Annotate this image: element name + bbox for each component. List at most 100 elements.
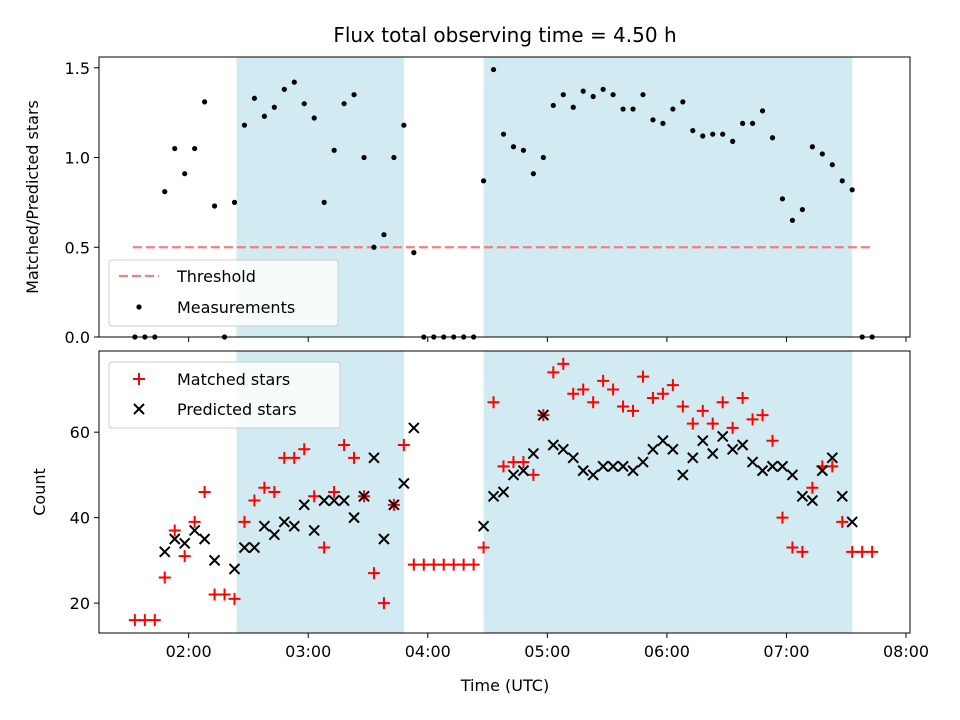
matched-star-point-4 (168, 524, 181, 537)
x-tick-label-0: 02:00 (166, 642, 212, 661)
matched-star-point-6 (188, 515, 201, 528)
ratio-panel: 0.0 0.5 1.0 1.5 Matched/Predicted stars Thr… (23, 56, 911, 347)
matched-star-point-44 (567, 387, 580, 400)
predicted-star-point-8 (248, 541, 261, 554)
measurement-point-14 (271, 104, 277, 110)
predicted-star-point-61 (836, 490, 848, 502)
predicted-star-point-13 (298, 499, 310, 511)
measurement-point-28 (411, 250, 417, 256)
matched-star-point-45 (577, 383, 590, 396)
measurement-point-45 (580, 88, 586, 94)
measurement-point-11 (241, 122, 248, 128)
matched-star-point-70 (826, 460, 839, 473)
predicted-star-point-14 (308, 524, 320, 537)
matched-star-point-49 (617, 400, 630, 413)
predicted-star-point-23 (398, 477, 410, 490)
matched-star-point-21 (338, 439, 351, 451)
predicted-star-point-11 (278, 516, 291, 528)
predicted-star-point-62 (846, 516, 858, 528)
matched-star-point-39 (517, 456, 530, 469)
matched-star-point-10 (228, 592, 241, 605)
measurement-point-54 (670, 106, 676, 112)
predicted-star-point-47 (697, 435, 709, 447)
measurement-point-42 (550, 102, 556, 109)
count-y-tick-label-0: 20 (70, 594, 90, 613)
predicted-star-point-56 (786, 469, 799, 481)
matched-star-point-14 (268, 486, 281, 498)
measurement-point-19 (321, 199, 327, 205)
matched-star-point-7 (198, 486, 211, 498)
measurement-point-66 (789, 217, 796, 223)
ratio-panel-frame (98, 56, 911, 338)
predicted-star-point-3 (188, 524, 201, 537)
matched-star-point-11 (238, 515, 251, 528)
measurement-point-72 (849, 187, 855, 193)
predicted-star-point-60 (826, 452, 838, 464)
predicted-star-point-16 (328, 494, 340, 507)
matched-star-point-40 (527, 468, 540, 481)
measurement-point-21 (341, 101, 347, 107)
predicted-star-point-46 (687, 452, 699, 464)
count-y-tick-label-2: 60 (70, 423, 90, 442)
measurement-point-6 (192, 145, 198, 152)
ratio-legend: Threshold Measurements (108, 259, 339, 327)
count-y-axis-label: Count (30, 468, 49, 516)
matched-star-point-68 (806, 481, 819, 494)
matched-star-point-51 (636, 370, 649, 383)
predicted-star-point-40 (627, 464, 639, 477)
matched-legend-label: Matched stars (177, 370, 290, 389)
predicted-star-point-21 (378, 533, 390, 545)
matched-star-point-35 (477, 541, 490, 554)
predicted-star-point-31 (537, 409, 550, 421)
measurement-point-17 (301, 101, 307, 107)
predicted-star-point-18 (348, 511, 360, 524)
predicted-star-point-59 (816, 464, 829, 477)
matched-star-point-57 (696, 404, 709, 417)
measurement-point-35 (480, 178, 487, 184)
predicted-star-point-37 (597, 460, 609, 473)
measurement-point-49 (620, 106, 626, 112)
matched-star-point-2 (148, 614, 161, 627)
predicted-star-point-54 (766, 460, 779, 473)
predicted-star-point-22 (388, 499, 400, 511)
predicted-star-point-27 (497, 486, 510, 498)
predicted-star-point-30 (527, 447, 540, 460)
predicted-star-point-41 (637, 456, 649, 468)
ratio-y-tick-label-1: 0.5 (65, 238, 90, 257)
measurement-point-37 (500, 131, 507, 137)
predicted-star-point-58 (806, 494, 819, 507)
measurements-legend-label: Measurements (177, 298, 295, 317)
matched-star-point-3 (158, 571, 171, 584)
matched-star-point-34 (467, 558, 480, 571)
measurement-point-41 (540, 154, 546, 161)
predicted-star-point-28 (507, 469, 520, 481)
threshold-legend-label: Threshold (176, 267, 256, 286)
observing-interval-2 (483, 351, 853, 633)
x-axis-label: Time (UTC) (460, 676, 549, 695)
measurement-point-44 (570, 104, 576, 110)
matched-star-point-64 (766, 434, 779, 447)
measurement-point-13 (261, 113, 267, 119)
count-legend-box (108, 361, 341, 429)
predicted-legend-swatch (133, 403, 145, 415)
x-tick-label-3: 05:00 (524, 642, 570, 661)
matched-star-point-27 (397, 439, 410, 451)
predicted-star-point-6 (228, 563, 241, 575)
predicted-star-points (159, 409, 858, 575)
measurement-point-69 (819, 151, 825, 157)
matched-star-point-24 (367, 567, 380, 580)
ratio-y-tick-label-3: 1.5 (65, 59, 90, 78)
measurement-point-57 (700, 133, 706, 139)
matched-star-point-58 (706, 417, 719, 430)
count-legend: Matched stars Predicted stars (108, 361, 341, 429)
predicted-star-point-10 (268, 529, 281, 541)
observing-interval-2 (483, 57, 853, 337)
predicted-star-point-45 (677, 469, 689, 481)
matched-star-point-53 (656, 387, 669, 400)
predicted-star-point-52 (746, 456, 759, 468)
x-tick-label-5: 07:00 (763, 642, 809, 661)
matched-star-point-60 (726, 421, 739, 434)
ratio-y-tick-label-0: 0.0 (65, 328, 90, 347)
measurement-point-64 (769, 135, 776, 141)
matched-star-point-25 (377, 597, 390, 610)
